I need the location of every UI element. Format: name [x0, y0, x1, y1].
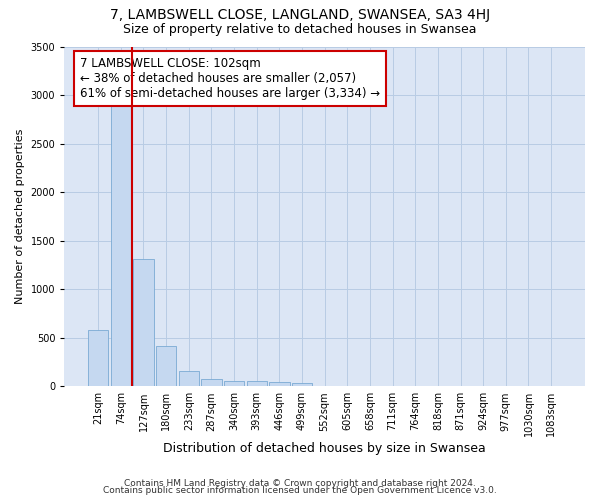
- Bar: [269, 382, 290, 386]
- Bar: [247, 381, 267, 386]
- Bar: [292, 383, 312, 386]
- Bar: [201, 378, 221, 386]
- Text: 7, LAMBSWELL CLOSE, LANGLAND, SWANSEA, SA3 4HJ: 7, LAMBSWELL CLOSE, LANGLAND, SWANSEA, S…: [110, 8, 490, 22]
- Bar: [88, 330, 109, 386]
- Bar: [133, 259, 154, 386]
- Text: Contains HM Land Registry data © Crown copyright and database right 2024.: Contains HM Land Registry data © Crown c…: [124, 478, 476, 488]
- Bar: [110, 101, 131, 386]
- Text: 7 LAMBSWELL CLOSE: 102sqm
← 38% of detached houses are smaller (2,057)
61% of se: 7 LAMBSWELL CLOSE: 102sqm ← 38% of detac…: [80, 56, 380, 100]
- X-axis label: Distribution of detached houses by size in Swansea: Distribution of detached houses by size …: [163, 442, 486, 455]
- Text: Size of property relative to detached houses in Swansea: Size of property relative to detached ho…: [123, 22, 477, 36]
- Text: Contains public sector information licensed under the Open Government Licence v3: Contains public sector information licen…: [103, 486, 497, 495]
- Bar: [224, 380, 244, 386]
- Bar: [179, 371, 199, 386]
- Y-axis label: Number of detached properties: Number of detached properties: [15, 128, 25, 304]
- Bar: [156, 346, 176, 387]
